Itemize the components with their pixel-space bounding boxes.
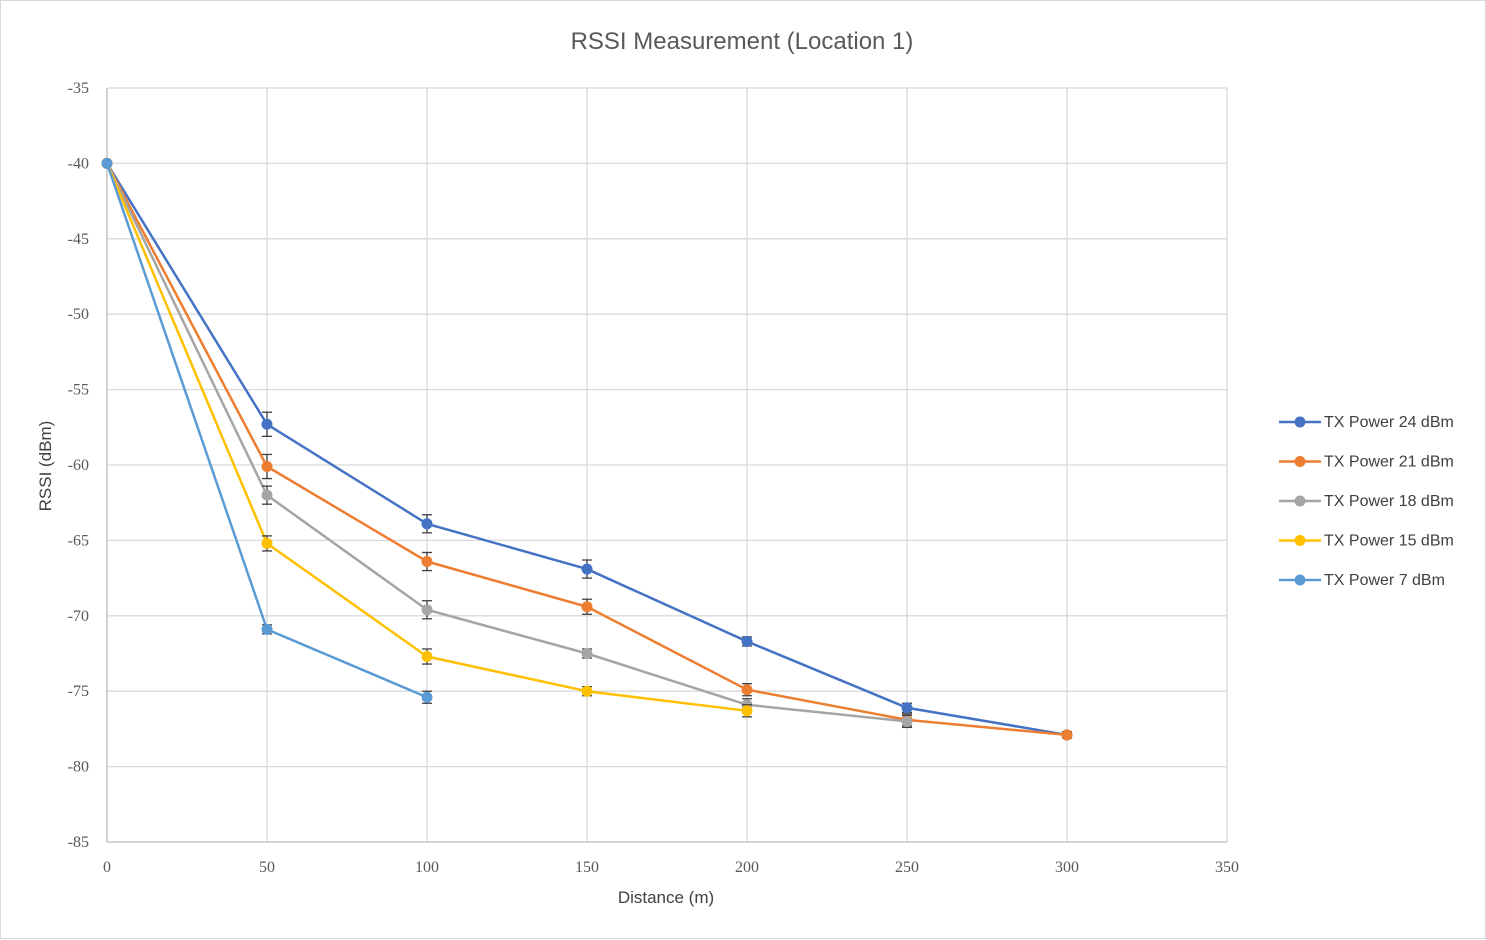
- data-point: [741, 635, 753, 647]
- x-axis-label: Distance (m): [618, 888, 714, 907]
- y-tick-label: -65: [68, 532, 89, 549]
- data-point: [581, 685, 593, 697]
- legend-swatch-marker: [1294, 456, 1306, 467]
- data-point: [421, 556, 433, 568]
- data-point: [421, 691, 433, 703]
- data-point: [581, 648, 593, 659]
- y-tick-label: -45: [68, 231, 89, 248]
- y-tick-label: -55: [68, 382, 89, 399]
- tick-labels: -35 -40 -45 -50 -55 -60 -65 -70 -75 -80 -85 0 50 100 1…: [68, 80, 1239, 876]
- legend: TX Power 24 dBm TX Power 21 dBm TX Power 1…: [1279, 414, 1454, 589]
- data-point: [261, 489, 273, 501]
- data-point: [261, 461, 273, 473]
- data-point: [261, 623, 273, 635]
- data-point: [421, 651, 433, 663]
- x-tick-label: 0: [103, 859, 111, 876]
- legend-swatch-marker: [1294, 574, 1306, 586]
- data-point: [261, 418, 273, 430]
- gridlines: [106, 87, 1228, 843]
- legend-item: TX Power 7 dBm: [1279, 572, 1445, 589]
- series: [101, 157, 1073, 741]
- legend-item: TX Power 21 dBm: [1279, 454, 1454, 471]
- y-tick-label: -75: [68, 683, 89, 700]
- legend-item: TX Power 18 dBm: [1279, 493, 1454, 510]
- y-tick-label: -50: [68, 306, 89, 323]
- legend-item: TX Power 24 dBm: [1279, 414, 1454, 431]
- legend-item: TX Power 15 dBm: [1279, 533, 1454, 550]
- data-point: [741, 684, 753, 696]
- data-point: [421, 604, 433, 616]
- x-tick-label: 350: [1215, 859, 1239, 876]
- legend-label: TX Power 21 dBm: [1324, 454, 1454, 471]
- legend-label: TX Power 18 dBm: [1324, 493, 1454, 510]
- y-tick-label: -40: [68, 155, 89, 172]
- series-5: [101, 157, 433, 704]
- y-axis-label: RSSI (dBm): [36, 421, 55, 512]
- chart-title: RSSI Measurement (Location 1): [571, 28, 914, 55]
- series-3: [101, 157, 913, 729]
- y-tick-label: -70: [68, 608, 89, 625]
- x-tick-label: 100: [415, 859, 439, 876]
- data-point: [421, 518, 433, 530]
- legend-label: TX Power 24 dBm: [1324, 414, 1454, 431]
- y-tick-label: -60: [68, 457, 89, 474]
- x-tick-label: 200: [735, 859, 759, 876]
- legend-label: TX Power 15 dBm: [1324, 533, 1454, 550]
- legend-swatch-marker: [1294, 495, 1306, 507]
- axes: [106, 88, 1227, 843]
- data-point: [581, 563, 593, 575]
- data-point: [1061, 729, 1073, 741]
- x-tick-label: 50: [259, 859, 275, 876]
- data-point: [741, 705, 753, 717]
- data-point: [581, 601, 593, 613]
- legend-swatch-marker: [1294, 416, 1306, 428]
- y-tick-label: -35: [68, 80, 89, 97]
- series-line: [105, 162, 908, 723]
- x-tick-label: 250: [895, 859, 919, 876]
- data-point: [101, 157, 113, 169]
- x-tick-label: 300: [1055, 859, 1079, 876]
- y-tick-label: -80: [68, 759, 89, 776]
- y-tick-label: -85: [68, 834, 89, 851]
- legend-swatch-marker: [1294, 535, 1306, 546]
- legend-label: TX Power 7 dBm: [1324, 572, 1445, 589]
- data-point: [261, 537, 273, 549]
- data-point: [901, 715, 913, 727]
- x-tick-label: 150: [575, 859, 599, 876]
- data-point: [901, 702, 913, 714]
